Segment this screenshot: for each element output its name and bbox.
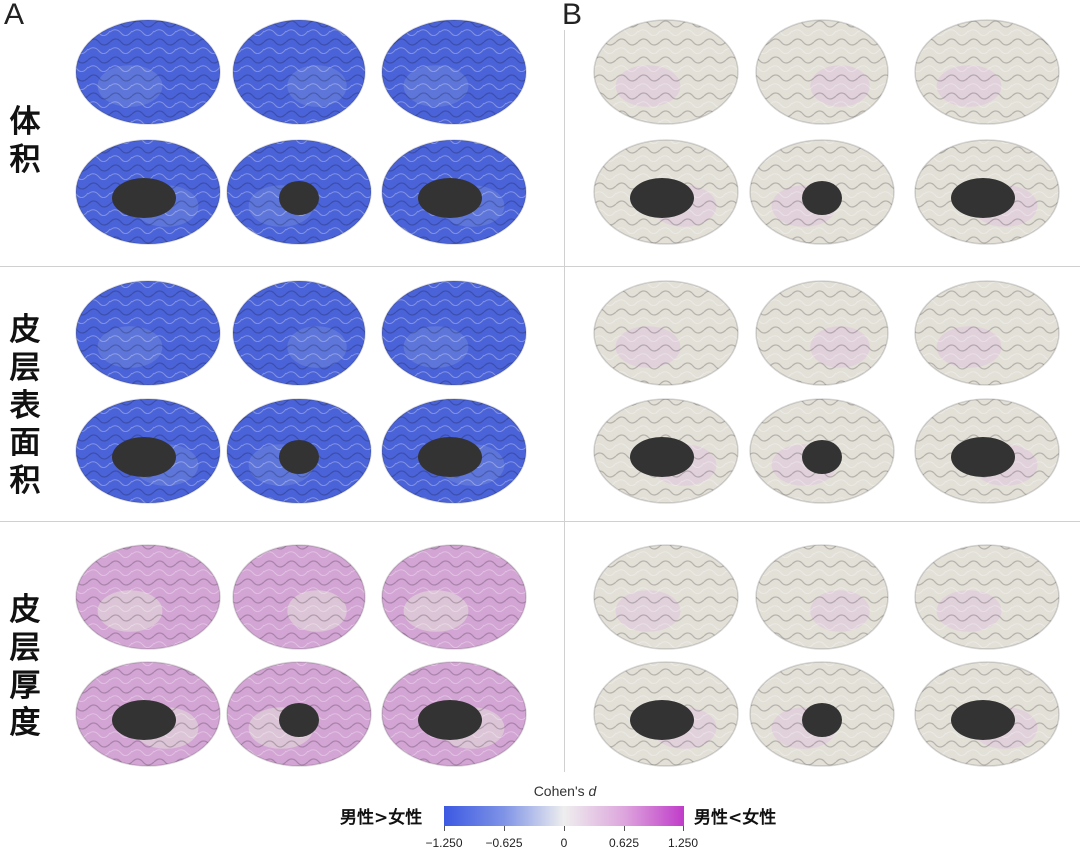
brain-render bbox=[755, 19, 889, 125]
midbrain-cutout bbox=[630, 437, 694, 477]
brain-render bbox=[755, 544, 889, 650]
colorbar bbox=[444, 806, 684, 826]
tick-label: 0 bbox=[560, 836, 568, 850]
brain-render bbox=[749, 398, 895, 504]
brain-render bbox=[593, 661, 739, 767]
tick-label: −1.250 bbox=[425, 836, 463, 850]
tick-mark bbox=[444, 826, 445, 831]
brain-render bbox=[381, 139, 527, 245]
row-divider-2 bbox=[0, 521, 1080, 522]
brain-render bbox=[593, 19, 739, 125]
panel-label-a: A bbox=[4, 0, 25, 31]
brain-render bbox=[755, 280, 889, 386]
midbrain-cutout bbox=[802, 440, 842, 474]
legend-right-label: 男性<女性 bbox=[694, 808, 777, 828]
midbrain-cutout bbox=[630, 178, 694, 218]
midbrain-cutout bbox=[802, 703, 842, 737]
tick-label: −0.625 bbox=[485, 836, 523, 850]
panel-divider bbox=[564, 30, 565, 772]
midbrain-cutout bbox=[418, 700, 482, 740]
brain-render bbox=[381, 19, 527, 125]
midbrain-cutout bbox=[630, 700, 694, 740]
midbrain-cutout bbox=[279, 181, 319, 215]
brain-render bbox=[381, 398, 527, 504]
brain-render bbox=[381, 661, 527, 767]
midbrain-cutout bbox=[112, 437, 176, 477]
brain-render bbox=[914, 398, 1060, 504]
midbrain-cutout bbox=[112, 700, 176, 740]
brain-render bbox=[749, 661, 895, 767]
midbrain-cutout bbox=[112, 178, 176, 218]
brain-render bbox=[75, 398, 221, 504]
row-label-surface-area: 皮层表面积 bbox=[9, 312, 41, 500]
midbrain-cutout bbox=[951, 178, 1015, 218]
tick-mark bbox=[624, 826, 625, 831]
brain-render bbox=[381, 280, 527, 386]
midbrain-cutout bbox=[418, 437, 482, 477]
tick-mark bbox=[564, 826, 565, 831]
brain-render bbox=[75, 19, 221, 125]
midbrain-cutout bbox=[418, 178, 482, 218]
brain-render bbox=[75, 661, 221, 767]
brain-render bbox=[914, 139, 1060, 245]
brain-render bbox=[226, 398, 372, 504]
brain-render bbox=[593, 139, 739, 245]
tick-label: 1.250 bbox=[667, 836, 699, 850]
brain-render bbox=[914, 544, 1060, 650]
brain-render bbox=[914, 661, 1060, 767]
legend-title: Cohen's d bbox=[533, 783, 597, 799]
legend-left-label: 男性>女性 bbox=[340, 808, 423, 828]
brain-render bbox=[381, 544, 527, 650]
midbrain-cutout bbox=[279, 703, 319, 737]
row-label-volume: 体积 bbox=[9, 104, 41, 178]
tick-label: 0.625 bbox=[608, 836, 640, 850]
brain-render bbox=[232, 544, 366, 650]
midbrain-cutout bbox=[279, 440, 319, 474]
panel-label-b: B bbox=[562, 0, 583, 31]
brain-render bbox=[593, 544, 739, 650]
brain-render bbox=[914, 280, 1060, 386]
row-label-thickness: 皮层厚度 bbox=[9, 592, 41, 742]
brain-render bbox=[75, 139, 221, 245]
brain-grid bbox=[75, 19, 1060, 767]
brain-render bbox=[226, 139, 372, 245]
brain-render bbox=[914, 19, 1060, 125]
brain-render bbox=[593, 398, 739, 504]
tick-mark bbox=[683, 826, 684, 831]
midbrain-cutout bbox=[951, 700, 1015, 740]
brain-render bbox=[75, 544, 221, 650]
brain-render bbox=[232, 280, 366, 386]
brain-render bbox=[749, 139, 895, 245]
midbrain-cutout bbox=[802, 181, 842, 215]
brain-render bbox=[226, 661, 372, 767]
midbrain-cutout bbox=[951, 437, 1015, 477]
brain-render bbox=[232, 19, 366, 125]
row-divider-1 bbox=[0, 266, 1080, 267]
tick-mark bbox=[504, 826, 505, 831]
brain-render bbox=[593, 280, 739, 386]
brain-render bbox=[75, 280, 221, 386]
